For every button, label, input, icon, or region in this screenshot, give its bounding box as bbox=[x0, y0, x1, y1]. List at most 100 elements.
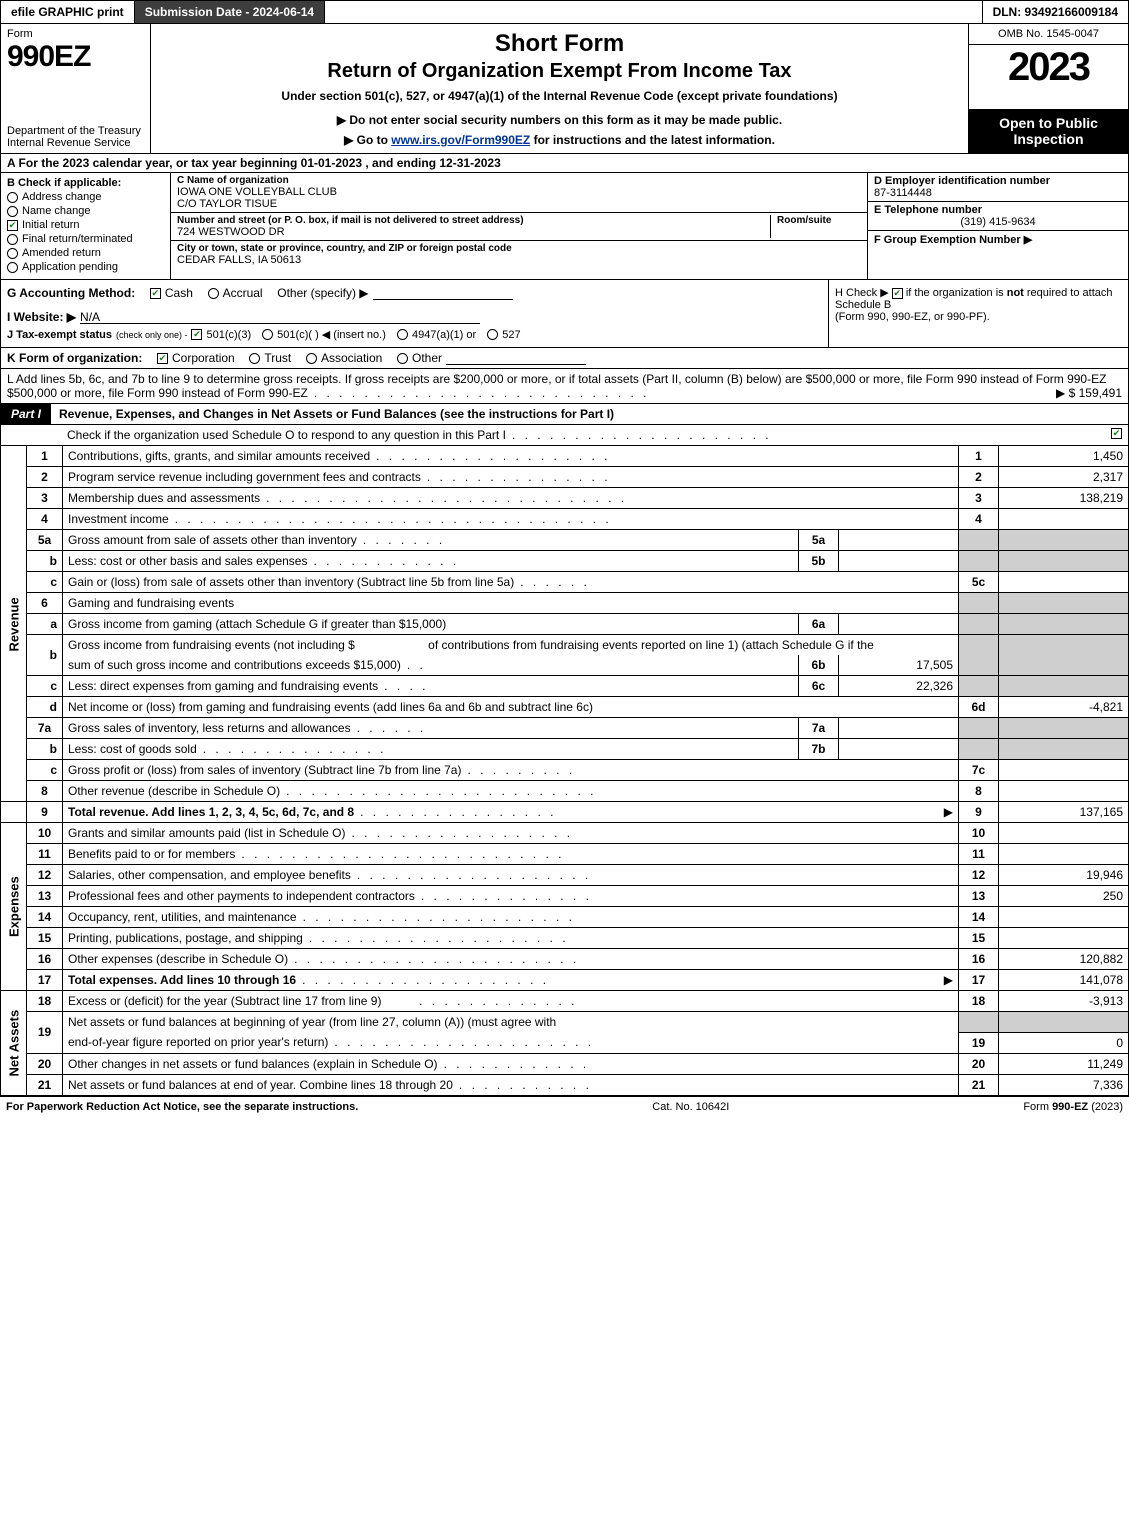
line-amount: 11,249 bbox=[999, 1053, 1129, 1074]
line-10: Expenses 10 Grants and similar amounts p… bbox=[1, 823, 1129, 844]
line-3: 3 Membership dues and assessments. . . .… bbox=[1, 488, 1129, 509]
line-numcol: 1 bbox=[959, 446, 999, 467]
line-numcol: 10 bbox=[959, 823, 999, 844]
line-7b: b Less: cost of goods sold. . . . . . . … bbox=[1, 739, 1129, 760]
shaded-cell bbox=[999, 593, 1129, 614]
checkbox-icon bbox=[7, 192, 18, 203]
checkbox-icon[interactable] bbox=[487, 329, 498, 340]
row-j: J Tax-exempt status (check only one) - 5… bbox=[7, 328, 521, 341]
part-1-check-row: Check if the organization used Schedule … bbox=[0, 425, 1129, 446]
checkbox-icon[interactable] bbox=[1111, 428, 1122, 439]
section-h: H Check ▶ if the organization is not req… bbox=[828, 280, 1128, 347]
line-num: 20 bbox=[27, 1053, 63, 1074]
checkbox-icon[interactable] bbox=[191, 329, 202, 340]
line-num: b bbox=[27, 551, 63, 572]
line-numcol: 17 bbox=[959, 970, 999, 991]
checkbox-icon bbox=[7, 234, 18, 245]
checkbox-icon[interactable] bbox=[157, 353, 168, 364]
org-co: C/O TAYLOR TISUE bbox=[177, 198, 861, 210]
chk-application-pending[interactable]: Application pending bbox=[7, 261, 164, 273]
line-9: 9 Total revenue. Add lines 1, 2, 3, 4, 5… bbox=[1, 802, 1129, 823]
shaded-cell bbox=[959, 718, 999, 739]
chk-label: Application pending bbox=[22, 261, 118, 273]
chk-label: Address change bbox=[22, 191, 102, 203]
footer-right: Form 990-EZ (2023) bbox=[1023, 1101, 1123, 1113]
line-desc: Total revenue. Add lines 1, 2, 3, 4, 5c,… bbox=[68, 805, 354, 819]
section-b: B Check if applicable: Address change Na… bbox=[1, 173, 171, 279]
line-desc: Gross profit or (loss) from sales of inv… bbox=[68, 763, 461, 777]
checkbox-icon[interactable] bbox=[397, 329, 408, 340]
sub-line-val: 22,326 bbox=[839, 676, 959, 697]
line-numcol: 3 bbox=[959, 488, 999, 509]
chk-amended-return[interactable]: Amended return bbox=[7, 247, 164, 259]
line-15: 15 Printing, publications, postage, and … bbox=[1, 928, 1129, 949]
l-text: L Add lines 5b, 6c, and 7b to line 9 to … bbox=[7, 372, 1106, 386]
org-city-cell: City or town, state or province, country… bbox=[171, 241, 867, 268]
line-num: 13 bbox=[27, 886, 63, 907]
line-19: 19 Net assets or fund balances at beginn… bbox=[1, 1012, 1129, 1033]
line-2: 2 Program service revenue including gove… bbox=[1, 467, 1129, 488]
irs-link[interactable]: www.irs.gov/Form990EZ bbox=[391, 133, 530, 147]
line-desc: sum of such gross income and contributio… bbox=[68, 658, 401, 672]
row-l: L Add lines 5b, 6c, and 7b to line 9 to … bbox=[0, 369, 1129, 404]
line-num: 10 bbox=[27, 823, 63, 844]
line-desc: Net assets or fund balances at end of ye… bbox=[68, 1078, 453, 1092]
street-value: 724 WESTWOOD DR bbox=[177, 226, 764, 238]
line-desc: Other expenses (describe in Schedule O) bbox=[68, 952, 288, 966]
row-k: K Form of organization: Corporation Trus… bbox=[0, 348, 1129, 369]
shaded-cell bbox=[959, 739, 999, 760]
dots: . . . . . . . . . . . . . . . . . . . . … bbox=[308, 386, 1056, 400]
shaded-cell bbox=[999, 718, 1129, 739]
shaded-cell bbox=[999, 530, 1129, 551]
line-6c: c Less: direct expenses from gaming and … bbox=[1, 676, 1129, 697]
line-desc: Excess or (deficit) for the year (Subtra… bbox=[68, 994, 381, 1008]
street-label: Number and street (or P. O. box, if mail… bbox=[177, 215, 764, 226]
k-other-input[interactable] bbox=[446, 351, 586, 365]
arrow-icon: ▶ bbox=[1056, 386, 1069, 400]
chk-address-change[interactable]: Address change bbox=[7, 191, 164, 203]
chk-final-return[interactable]: Final return/terminated bbox=[7, 233, 164, 245]
city-value: CEDAR FALLS, IA 50613 bbox=[177, 254, 861, 266]
line-21: 21 Net assets or fund balances at end of… bbox=[1, 1074, 1129, 1095]
chk-initial-return[interactable]: Initial return bbox=[7, 219, 164, 231]
line-desc: Contributions, gifts, grants, and simila… bbox=[68, 449, 370, 463]
checkbox-icon[interactable] bbox=[150, 288, 161, 299]
line-11: 11 Benefits paid to or for members. . . … bbox=[1, 844, 1129, 865]
line-amount: 250 bbox=[999, 886, 1129, 907]
tax-exempt-note: (check only one) - bbox=[116, 330, 188, 340]
line-numcol: 9 bbox=[959, 802, 999, 823]
goto-pre: ▶ Go to bbox=[344, 133, 391, 147]
checkbox-icon[interactable] bbox=[397, 353, 408, 364]
line-amount bbox=[999, 928, 1129, 949]
line-desc: Gross income from fundraising events (no… bbox=[63, 635, 959, 656]
line-desc: Printing, publications, postage, and shi… bbox=[68, 931, 303, 945]
line-desc: Other changes in net assets or fund bala… bbox=[68, 1057, 438, 1071]
chk-name-change[interactable]: Name change bbox=[7, 205, 164, 217]
line-num: d bbox=[27, 697, 63, 718]
section-d: D Employer identification number 87-3114… bbox=[868, 173, 1128, 202]
checkbox-icon[interactable] bbox=[306, 353, 317, 364]
submission-date-button[interactable]: Submission Date - 2024-06-14 bbox=[135, 1, 325, 23]
h-text4: (Form 990, 990-EZ, or 990-PF). bbox=[835, 311, 990, 323]
line-amount: 137,165 bbox=[999, 802, 1129, 823]
checkbox-icon[interactable] bbox=[892, 288, 903, 299]
other-specify-input[interactable] bbox=[373, 286, 513, 300]
footer-mid: Cat. No. 10642I bbox=[652, 1101, 729, 1113]
j-501c3: 501(c)(3) bbox=[206, 329, 251, 341]
revenue-label: Revenue bbox=[1, 446, 27, 802]
line-7a: 7a Gross sales of inventory, less return… bbox=[1, 718, 1129, 739]
footer-left: For Paperwork Reduction Act Notice, see … bbox=[6, 1101, 358, 1113]
line-14: 14 Occupancy, rent, utilities, and maint… bbox=[1, 907, 1129, 928]
ein-value: 87-3114448 bbox=[874, 187, 1122, 199]
line-num: 12 bbox=[27, 865, 63, 886]
accrual-label: Accrual bbox=[223, 286, 263, 300]
checkbox-icon[interactable] bbox=[208, 288, 219, 299]
department-label: Department of the Treasury Internal Reve… bbox=[7, 125, 144, 149]
line-num: a bbox=[27, 614, 63, 635]
line-12: 12 Salaries, other compensation, and emp… bbox=[1, 865, 1129, 886]
efile-print-button[interactable]: efile GRAPHIC print bbox=[1, 1, 135, 23]
line-numcol: 2 bbox=[959, 467, 999, 488]
checkbox-icon[interactable] bbox=[262, 329, 273, 340]
checkbox-icon[interactable] bbox=[249, 353, 260, 364]
line-desc: Less: cost of goods sold bbox=[68, 742, 197, 756]
